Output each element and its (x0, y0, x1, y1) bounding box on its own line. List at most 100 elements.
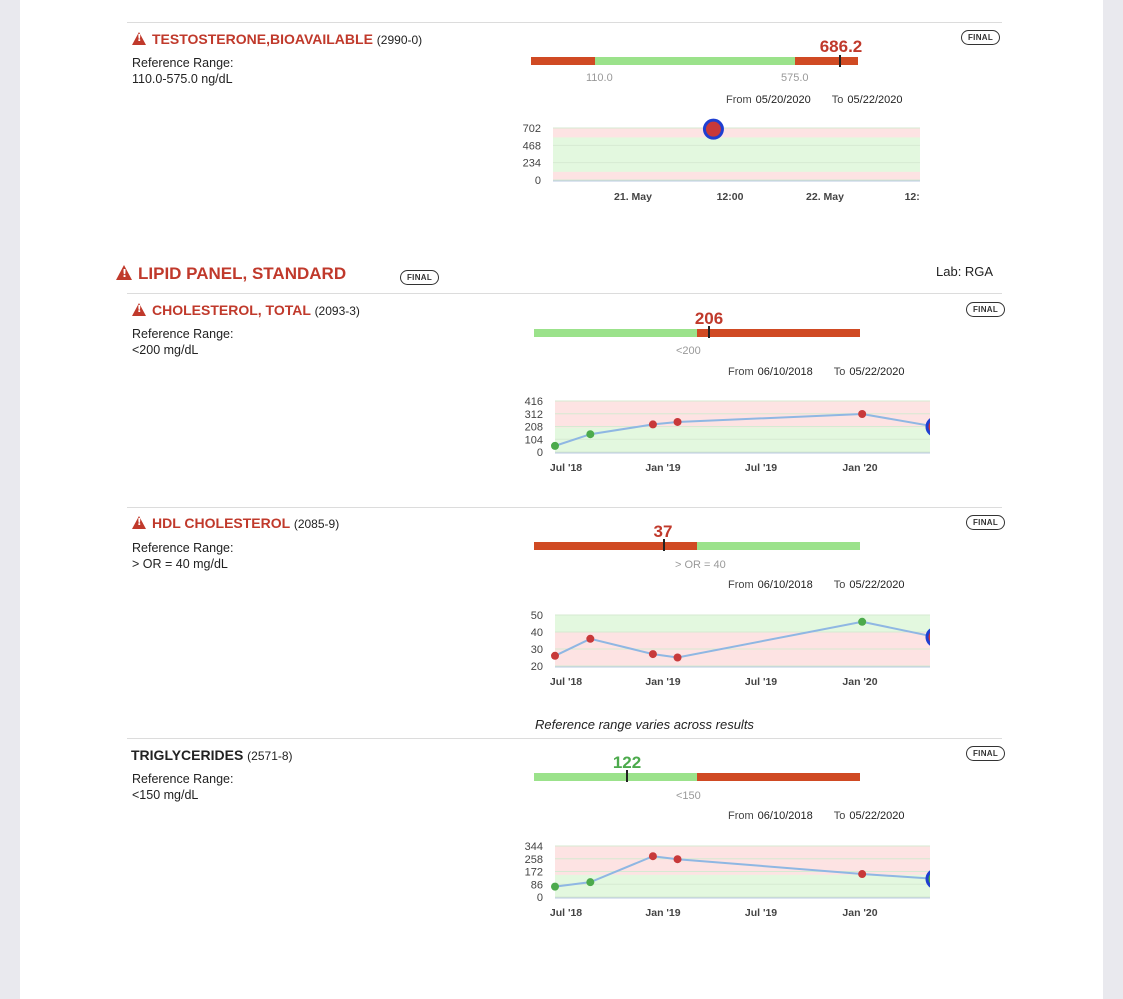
threshold-label: > OR = 40 (675, 559, 726, 571)
test-title: TESTOSTERONE,BIOAVAILABLE (2990-0) (132, 31, 422, 47)
range-bar-low (534, 542, 697, 550)
warning-icon (116, 265, 132, 280)
test-title: HDL CHOLESTEROL (2085-9) (132, 515, 339, 531)
reference-range-value: <200 mg/dL (132, 343, 199, 357)
warning-icon (132, 32, 146, 45)
reference-range-label: Reference Range: (132, 772, 234, 786)
test-name: TRIGLYCERIDES (131, 747, 244, 763)
from-date[interactable]: 06/10/2018 (757, 810, 813, 822)
test-code: (2571-8) (247, 749, 293, 763)
range-bar (534, 329, 860, 337)
test-name: HDL CHOLESTEROL (152, 515, 290, 531)
from-label: From (728, 366, 754, 378)
y-tick-label: 50 (531, 610, 543, 622)
final-badge[interactable]: FINAL (966, 515, 1006, 530)
data-point (551, 882, 559, 891)
from-label: From (728, 810, 754, 822)
y-tick-label: 40 (531, 627, 543, 639)
range-bar (534, 542, 860, 550)
x-tick-label: Jul '18 (550, 462, 582, 474)
series-line (554, 412, 930, 447)
range-bar-high (795, 57, 858, 65)
to-date[interactable]: 05/22/2020 (849, 810, 905, 822)
range-bar-normal (534, 329, 697, 337)
data-point (673, 855, 682, 864)
result-value: 37 (653, 522, 673, 541)
result-value: 686.2 (819, 37, 863, 56)
y-tick-label: 20 (531, 661, 543, 673)
y-tick-label: 30 (531, 644, 543, 656)
test-title: CHOLESTEROL, TOTAL (2093-3) (132, 302, 360, 318)
reference-range-value: > OR = 40 mg/dL (132, 557, 228, 571)
report-page: TESTOSTERONE,BIOAVAILABLE (2990-0) Refer… (20, 0, 1103, 999)
final-badge[interactable]: FINAL (966, 302, 1006, 317)
data-point (648, 650, 657, 659)
range-bar (531, 57, 858, 65)
y-tick-label: 312 (525, 409, 543, 421)
from-date[interactable]: 06/10/2018 (757, 579, 813, 591)
warning-icon (132, 516, 146, 529)
to-date[interactable]: 05/22/2020 (847, 94, 903, 106)
from-date[interactable]: 05/20/2020 (755, 94, 811, 106)
x-tick-label: Jan '19 (645, 462, 680, 474)
divider (127, 738, 1002, 739)
to-label: To (831, 94, 844, 106)
reference-range-label: Reference Range: (132, 327, 234, 341)
to-date[interactable]: 05/22/2020 (849, 366, 905, 378)
test-title: TRIGLYCERIDES (2571-8) (131, 747, 293, 763)
x-tick-label: 21. May (614, 191, 652, 203)
y-tick-label: 234 (523, 158, 541, 170)
data-point (858, 409, 867, 418)
to-label: To (833, 366, 846, 378)
latest-data-point (925, 418, 930, 436)
from-date[interactable]: 06/10/2018 (757, 366, 813, 378)
divider (127, 507, 1002, 508)
from-label: From (726, 94, 752, 106)
latest-data-point (702, 118, 724, 140)
divider (127, 22, 1002, 23)
range-bar-high (697, 329, 860, 337)
y-tick-label: 702 (523, 123, 541, 135)
x-tick-label: Jan '19 (645, 907, 680, 919)
x-tick-label: Jan '20 (842, 462, 877, 474)
range-bar-low (531, 57, 595, 65)
y-tick-label: 258 (525, 854, 543, 866)
final-badge[interactable]: FINAL (966, 746, 1006, 761)
to-date[interactable]: 05/22/2020 (849, 579, 905, 591)
normal-band (555, 874, 930, 897)
x-tick-label: Jul '19 (745, 462, 777, 474)
series-line (554, 855, 930, 888)
warning-icon (132, 303, 146, 316)
y-tick-label: 0 (537, 447, 543, 459)
panel-title: LIPID PANEL, STANDARD (116, 264, 346, 284)
value-marker (626, 770, 628, 782)
trend-chart-testosterone: 702 468 234 0 21. May 12:00 22. May 12:00 (523, 118, 920, 203)
final-badge[interactable]: FINAL (961, 30, 1001, 45)
y-tick-label: 344 (525, 841, 543, 853)
reference-range: Reference Range: <150 mg/dL (132, 771, 233, 803)
latest-data-point (925, 628, 930, 646)
date-range: From 06/10/2018 To 05/22/2020 (728, 366, 904, 378)
range-bar-normal (595, 57, 795, 65)
y-tick-label: 0 (535, 175, 541, 187)
latest-data-point (925, 870, 930, 888)
y-tick-label: 468 (523, 140, 541, 152)
range-bar (534, 773, 860, 781)
result-value: 122 (612, 753, 642, 772)
test-name: TESTOSTERONE,BIOAVAILABLE (152, 31, 373, 47)
x-tick-label: Jul '19 (745, 676, 777, 688)
range-low-label: 110.0 (586, 72, 613, 84)
x-tick-label: 12:00 (717, 191, 744, 203)
to-label: To (833, 579, 846, 591)
final-badge[interactable]: FINAL (400, 270, 440, 285)
test-name: CHOLESTEROL, TOTAL (152, 302, 311, 318)
data-point (551, 441, 559, 450)
x-tick-label: Jan '20 (842, 676, 877, 688)
y-tick-label: 416 (525, 396, 543, 408)
test-code: (2085-9) (293, 517, 340, 531)
data-point (648, 852, 657, 861)
data-point (586, 634, 595, 643)
reference-range-value: 110.0-575.0 ng/dL (132, 72, 233, 86)
range-bar-normal (697, 542, 860, 550)
